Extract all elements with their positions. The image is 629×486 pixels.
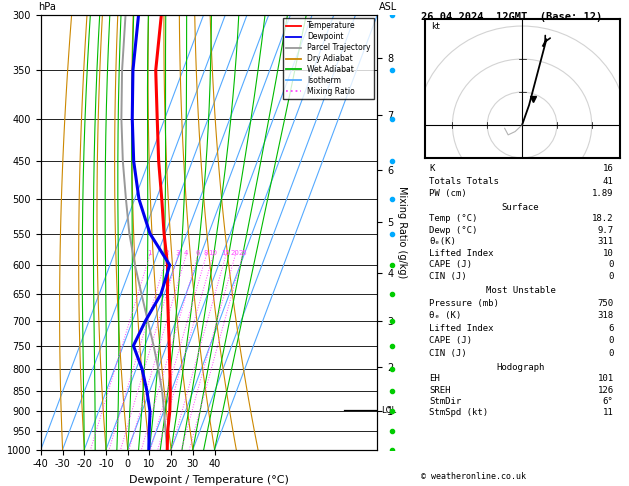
Text: 6°: 6° bbox=[603, 397, 614, 406]
Text: 26.04.2024  12GMT  (Base: 12): 26.04.2024 12GMT (Base: 12) bbox=[421, 12, 603, 22]
Text: 40°27'N  50°04'E  -3m  ASL: 40°27'N 50°04'E -3m ASL bbox=[114, 0, 304, 2]
Text: LCL: LCL bbox=[381, 406, 396, 415]
Text: CIN (J): CIN (J) bbox=[430, 349, 467, 358]
Text: StmDir: StmDir bbox=[430, 397, 462, 406]
Text: Lifted Index: Lifted Index bbox=[430, 324, 494, 333]
Text: hPa: hPa bbox=[38, 2, 55, 12]
Text: SREH: SREH bbox=[430, 385, 451, 395]
Text: 0: 0 bbox=[608, 336, 614, 346]
Text: 11: 11 bbox=[603, 408, 614, 417]
Text: Pressure (mb): Pressure (mb) bbox=[430, 298, 499, 308]
Text: 10: 10 bbox=[208, 250, 218, 256]
Text: 3: 3 bbox=[175, 250, 180, 256]
Text: CIN (J): CIN (J) bbox=[430, 272, 467, 280]
Text: 9.7: 9.7 bbox=[598, 226, 614, 235]
Text: PW (cm): PW (cm) bbox=[430, 189, 467, 198]
Text: 25: 25 bbox=[238, 250, 247, 256]
Text: 0: 0 bbox=[608, 260, 614, 269]
Text: 8: 8 bbox=[204, 250, 208, 256]
Text: Surface: Surface bbox=[502, 203, 539, 212]
Text: CAPE (J): CAPE (J) bbox=[430, 260, 472, 269]
Text: EH: EH bbox=[430, 374, 440, 383]
Text: 10: 10 bbox=[603, 249, 614, 258]
Text: kt: kt bbox=[431, 22, 440, 31]
Text: 16: 16 bbox=[603, 164, 614, 174]
Text: θₑ(K): θₑ(K) bbox=[430, 237, 456, 246]
Text: Lifted Index: Lifted Index bbox=[430, 249, 494, 258]
Legend: Temperature, Dewpoint, Parcel Trajectory, Dry Adiabat, Wet Adiabat, Isotherm, Mi: Temperature, Dewpoint, Parcel Trajectory… bbox=[282, 18, 374, 99]
Text: 6: 6 bbox=[608, 324, 614, 333]
Text: Totals Totals: Totals Totals bbox=[430, 176, 499, 186]
Text: 2: 2 bbox=[165, 250, 169, 256]
Text: Temp (°C): Temp (°C) bbox=[430, 214, 478, 224]
Text: 750: 750 bbox=[598, 298, 614, 308]
Text: 4: 4 bbox=[184, 250, 188, 256]
Text: km
ASL: km ASL bbox=[379, 0, 398, 12]
Text: StmSpd (kt): StmSpd (kt) bbox=[430, 408, 489, 417]
Text: 15: 15 bbox=[221, 250, 230, 256]
Text: 126: 126 bbox=[598, 385, 614, 395]
Text: 0: 0 bbox=[608, 272, 614, 280]
Text: Most Unstable: Most Unstable bbox=[486, 286, 555, 295]
Text: Hodograph: Hodograph bbox=[496, 363, 545, 372]
Text: 1: 1 bbox=[147, 250, 152, 256]
Text: 318: 318 bbox=[598, 311, 614, 320]
Y-axis label: Mixing Ratio (g/kg): Mixing Ratio (g/kg) bbox=[398, 186, 407, 278]
Text: 6: 6 bbox=[196, 250, 200, 256]
Text: θₑ (K): θₑ (K) bbox=[430, 311, 462, 320]
Text: 0: 0 bbox=[608, 349, 614, 358]
Text: K: K bbox=[430, 164, 435, 174]
Text: © weatheronline.co.uk: © weatheronline.co.uk bbox=[421, 472, 526, 481]
Text: 101: 101 bbox=[598, 374, 614, 383]
Text: 20: 20 bbox=[231, 250, 240, 256]
Text: 41: 41 bbox=[603, 176, 614, 186]
X-axis label: Dewpoint / Temperature (°C): Dewpoint / Temperature (°C) bbox=[129, 475, 289, 485]
Text: 311: 311 bbox=[598, 237, 614, 246]
Text: Dewp (°C): Dewp (°C) bbox=[430, 226, 478, 235]
Text: 18.2: 18.2 bbox=[592, 214, 614, 224]
Text: CAPE (J): CAPE (J) bbox=[430, 336, 472, 346]
Text: 1.89: 1.89 bbox=[592, 189, 614, 198]
